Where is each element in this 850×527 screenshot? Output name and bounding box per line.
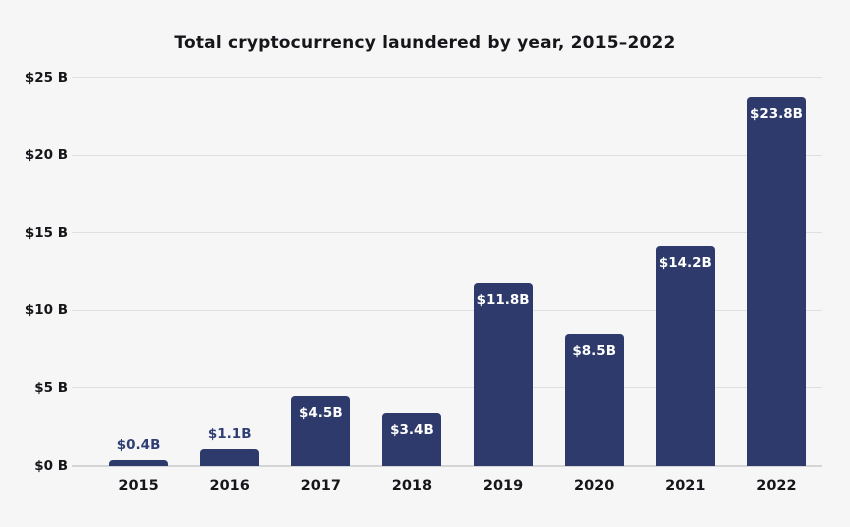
bar-group-2021: $14.2B 2021 bbox=[640, 78, 731, 493]
gridline bbox=[72, 232, 822, 234]
gridline bbox=[72, 387, 822, 389]
x-tick-label: 2017 bbox=[300, 478, 341, 494]
bar-group-2022: $23.8B 2022 bbox=[731, 78, 822, 493]
bar-2022: $23.8B bbox=[746, 96, 806, 466]
x-tick-label: 2022 bbox=[756, 478, 797, 494]
gridline bbox=[72, 77, 822, 78]
y-tick-label: $0 B bbox=[34, 457, 68, 474]
y-tick-label: $25 B bbox=[24, 69, 68, 86]
bar-group-2016: $1.1B 2016 bbox=[184, 78, 275, 493]
bars-layer: $0.4B 2015 $1.1B 2016 $4.5B 2017 $3.4B 2018 $11.… bbox=[93, 78, 822, 493]
bar-value-label: $8.5B bbox=[572, 343, 616, 360]
bar-2021: $14.2B bbox=[655, 245, 715, 466]
y-tick-label: $5 B bbox=[34, 379, 68, 396]
gridline bbox=[72, 309, 822, 311]
x-tick-label: 2015 bbox=[118, 478, 159, 494]
bar-2018: $3.4B bbox=[382, 413, 442, 466]
x-axis-line bbox=[72, 465, 822, 467]
chart-title: Total cryptocurrency laundered by year, … bbox=[174, 33, 676, 53]
x-tick-label: 2020 bbox=[574, 478, 615, 494]
bar-group-2017: $4.5B 2017 bbox=[275, 78, 366, 493]
bar-value-label: $11.8B bbox=[476, 291, 530, 308]
plot-area: $0 B $5 B $10 B $15 B $20 B $25 B $0.4B 2015 $1… bbox=[25, 71, 822, 493]
bar-value-label: $4.5B bbox=[299, 405, 343, 422]
bar-2017: $4.5B bbox=[291, 396, 351, 466]
bar-2016: $1.1B bbox=[200, 426, 260, 466]
bar-value-label: $14.2B bbox=[658, 254, 712, 271]
bar-group-2015: $0.4B 2015 bbox=[93, 78, 184, 493]
x-tick-label: 2021 bbox=[665, 478, 706, 494]
y-tick-label: $10 B bbox=[24, 302, 68, 319]
bar-value-label: $3.4B bbox=[390, 422, 434, 439]
bar-group-2020: $8.5B 2020 bbox=[549, 78, 640, 493]
y-tick-label: $20 B bbox=[24, 146, 68, 163]
x-tick-label: 2018 bbox=[391, 478, 433, 494]
x-tick-label: 2016 bbox=[209, 478, 250, 494]
bar-2015: $0.4B bbox=[109, 437, 169, 466]
bar-2020: $8.5B bbox=[564, 334, 624, 466]
bar-group-2018: $3.4B 2018 bbox=[366, 78, 457, 493]
bar-value-label: $23.8B bbox=[749, 105, 803, 122]
bar-group-2019: $11.8B 2019 bbox=[458, 78, 549, 493]
y-tick-label: $15 B bbox=[24, 224, 68, 241]
bar-value-label: $1.1B bbox=[207, 425, 252, 442]
x-tick-label: 2019 bbox=[482, 478, 524, 494]
bar-2019: $11.8B bbox=[473, 282, 533, 466]
bar-value-label: $0.4B bbox=[116, 436, 161, 453]
gridline bbox=[72, 154, 822, 156]
